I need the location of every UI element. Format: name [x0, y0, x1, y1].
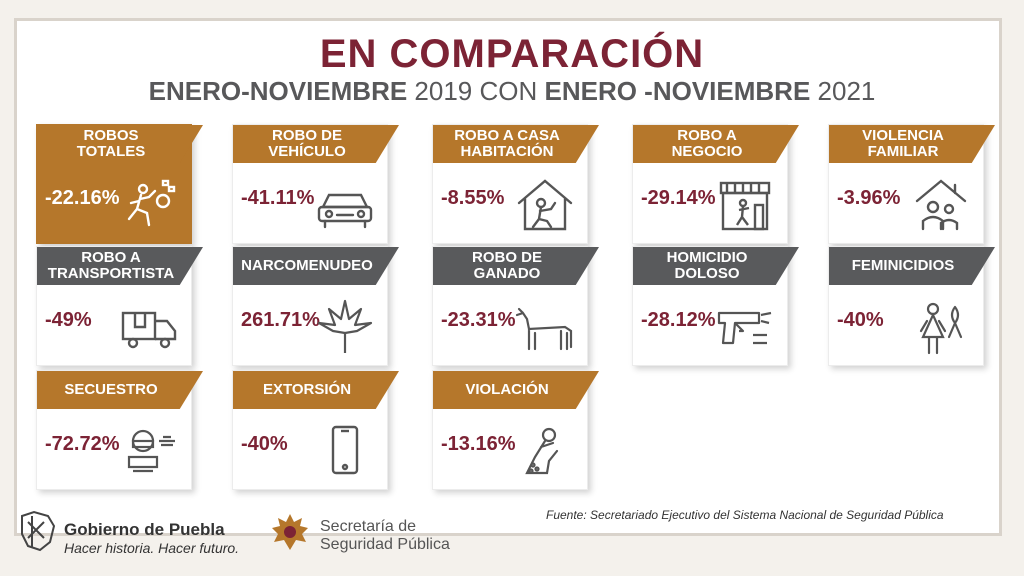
family-house-icon	[911, 175, 971, 235]
card-value: -29.14%	[641, 187, 716, 209]
card-label: ROBO A TRANSPORTISTA	[37, 247, 203, 285]
card-label: ROBO DE VEHÍCULO	[233, 125, 399, 163]
card-label: SECUESTRO	[37, 371, 203, 409]
card-label: ROBO DE GANADO	[433, 247, 599, 285]
page-title: EN COMPARACIÓN	[319, 32, 705, 76]
crying-person-icon	[515, 421, 575, 481]
card-value: 261.71%	[241, 309, 320, 331]
ssp-line1: Secretaría de	[320, 518, 417, 535]
ssp-emblem-icon	[268, 510, 312, 554]
card-value: -22.16%	[45, 187, 120, 209]
card-value: -41.11%	[241, 187, 315, 209]
ssp-line2: Seguridad Pública	[320, 536, 450, 553]
subtitle-period-b: ENERO -NOVIEMBRE	[544, 76, 811, 106]
card-value: -40%	[837, 309, 884, 331]
card-label: HOMICIDIO DOLOSO	[633, 247, 799, 285]
card-label: ROBOS TOTALES	[37, 125, 203, 163]
card-label: ROBO A CASA HABITACIÓN	[433, 125, 599, 163]
card-label: FEMINICIDIOS	[829, 247, 995, 285]
card-violencia-familiar: VIOLENCIA FAMILIAR -3.96%	[828, 124, 995, 244]
gobierno-slogan: Hacer historia. Hacer futuro.	[64, 540, 240, 556]
truck-icon	[119, 297, 179, 357]
card-robo-negocio: ROBO A NEGOCIO -29.14%	[632, 124, 799, 244]
card-value: -8.55%	[441, 187, 505, 209]
card-label: VIOLENCIA FAMILIAR	[829, 125, 995, 163]
subtitle-year-b: 2021	[810, 76, 876, 106]
card-value: -49%	[45, 309, 92, 331]
card-value: -28.12%	[641, 309, 716, 331]
gobierno-name: Gobierno de Puebla	[64, 520, 225, 539]
card-value: -3.96%	[837, 187, 901, 209]
card-value: -23.31%	[441, 309, 516, 331]
store-icon	[715, 175, 775, 235]
card-value: -40%	[241, 433, 288, 455]
card-label: EXTORSIÓN	[233, 371, 399, 409]
woman-ribbon-icon	[911, 297, 971, 357]
card-robo-casa: ROBO A CASA HABITACIÓN -8.55%	[432, 124, 599, 244]
hostage-icon	[119, 421, 179, 481]
source-note: Fuente: Secretariado Ejecutivo del Siste…	[546, 508, 944, 522]
subtitle-year-a: 2019 CON	[407, 76, 545, 106]
house-burglar-icon	[515, 175, 575, 235]
car-icon	[315, 175, 375, 235]
card-robo-transportista: ROBO A TRANSPORTISTA -49%	[36, 246, 203, 366]
card-value: -72.72%	[45, 433, 120, 455]
card-secuestro: SECUESTRO -72.72%	[36, 370, 203, 490]
card-value: -13.16%	[441, 433, 516, 455]
card-extorsion: EXTORSIÓN -40%	[232, 370, 399, 490]
card-feminicidios: FEMINICIDIOS -40%	[828, 246, 995, 366]
card-label: ROBO A NEGOCIO	[633, 125, 799, 163]
card-label: NARCOMENUDEO	[233, 247, 399, 285]
running-thief-icon	[119, 175, 179, 235]
card-narcomenudeo: NARCOMENUDEO 261.71%	[232, 246, 399, 366]
cannabis-leaf-icon	[315, 297, 375, 357]
card-robo-ganado: ROBO DE GANADO -23.31%	[432, 246, 599, 366]
card-robo-vehiculo: ROBO DE VEHÍCULO -41.11%	[232, 124, 399, 244]
card-violacion: VIOLACIÓN -13.16%	[432, 370, 599, 490]
card-robos-totales: ROBOS TOTALES -22.16%	[36, 124, 203, 244]
card-label: VIOLACIÓN	[433, 371, 599, 409]
phone-icon	[315, 421, 375, 481]
gun-icon	[715, 297, 775, 357]
gobierno-puebla-logo-icon	[18, 508, 58, 554]
cow-icon	[515, 297, 575, 357]
page-subtitle: ENERO-NOVIEMBRE 2019 CON ENERO -NOVIEMBR…	[0, 76, 1024, 107]
subtitle-period-a: ENERO-NOVIEMBRE	[148, 76, 408, 106]
card-homicidio-doloso: HOMICIDIO DOLOSO -28.12%	[632, 246, 799, 366]
